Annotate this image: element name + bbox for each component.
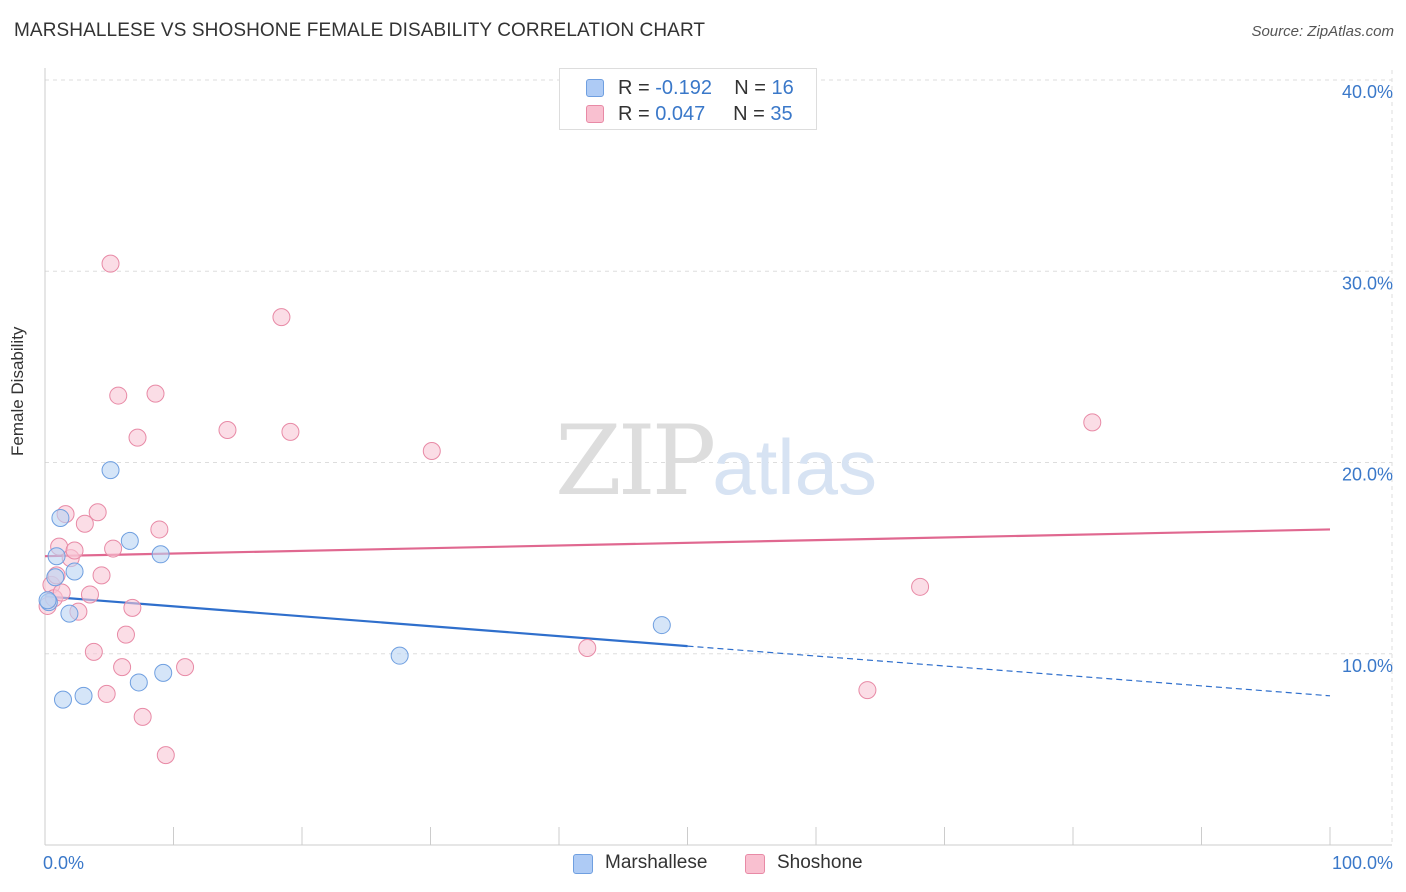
point-shoshone — [80, 585, 99, 604]
legend-swatch-shoshone — [745, 854, 765, 874]
legend-label-marshallese: Marshallese — [605, 852, 708, 873]
y-tick-label: 40.0% — [1342, 82, 1393, 102]
point-shoshone — [176, 658, 195, 677]
watermark-zip: ZIP — [555, 405, 716, 517]
watermark: ZIPatlas — [555, 405, 877, 517]
point-shoshone — [113, 658, 132, 677]
point-shoshone — [128, 428, 147, 447]
point-shoshone — [101, 254, 120, 273]
point-shoshone — [422, 442, 441, 461]
point-shoshone — [75, 514, 94, 533]
legend-label-shoshone: Shoshone — [777, 852, 863, 873]
data-points — [38, 254, 1102, 765]
point-marshallese — [47, 547, 66, 566]
chart-title: MARSHALLESE VS SHOSHONE FEMALE DISABILIT… — [14, 20, 706, 41]
point-shoshone — [146, 384, 165, 403]
point-marshallese — [154, 663, 173, 682]
source-label: Source: ZipAtlas.com — [1251, 23, 1394, 40]
point-marshallese — [74, 686, 93, 705]
point-shoshone — [150, 520, 169, 539]
point-marshallese — [390, 646, 409, 665]
point-marshallese — [129, 673, 148, 692]
point-shoshone — [116, 625, 135, 644]
trend-line-shoshone — [44, 528, 1331, 558]
point-shoshone — [123, 598, 142, 617]
legend-r-label: R = — [618, 77, 650, 99]
legend-n-label: N = — [733, 103, 765, 125]
legend-swatch-shoshone — [586, 105, 604, 123]
axes — [44, 68, 1392, 846]
point-marshallese — [652, 616, 671, 635]
point-marshallese — [120, 531, 139, 550]
point-marshallese — [46, 568, 65, 587]
y-tick-label: 20.0% — [1342, 465, 1393, 485]
point-shoshone — [578, 639, 597, 658]
point-shoshone — [84, 642, 103, 661]
tick-labels: 10.0% 20.0% 30.0% 40.0% 0.0% 100.0% — [43, 82, 1393, 873]
point-marshallese — [65, 562, 84, 581]
point-shoshone — [911, 577, 930, 596]
point-marshallese — [51, 508, 70, 527]
correlation-legend: R = -0.192 N = 16 R = 0.047 N = 35 — [559, 68, 817, 130]
x-tick-label-max: 100.0% — [1332, 853, 1393, 873]
point-shoshone — [109, 386, 128, 405]
legend-n-value: 35 — [770, 103, 793, 125]
legend-n-label: N = — [734, 77, 766, 99]
legend-swatch-marshallese — [586, 79, 604, 97]
point-shoshone — [65, 541, 84, 560]
point-marshallese — [60, 604, 79, 623]
series-legend: Marshallese Shoshone — [0, 852, 1406, 878]
y-tick-label: 10.0% — [1342, 656, 1393, 676]
point-marshallese — [151, 545, 170, 564]
watermark-atlas: atlas — [712, 423, 877, 511]
legend-r-value: -0.192 — [655, 77, 712, 99]
point-shoshone — [52, 583, 71, 602]
point-marshallese — [101, 461, 120, 480]
legend-n-value: 16 — [771, 77, 794, 99]
point-shoshone — [272, 308, 291, 327]
point-marshallese — [53, 690, 72, 709]
y-axis-label: Female Disability — [8, 326, 27, 456]
legend-swatch-marshallese — [573, 854, 593, 874]
trend-line-marshallese — [44, 595, 688, 648]
y-tick-label: 30.0% — [1342, 273, 1393, 293]
trend-line-extension-marshallese — [687, 645, 1331, 697]
trend-lines — [44, 528, 1331, 697]
point-shoshone — [1083, 413, 1102, 432]
point-shoshone — [858, 681, 877, 700]
point-shoshone — [104, 539, 123, 558]
point-shoshone — [218, 420, 237, 439]
x-tick-label-min: 0.0% — [43, 853, 84, 873]
point-shoshone — [133, 707, 152, 726]
legend-r-label: R = — [618, 103, 650, 125]
point-shoshone — [156, 746, 175, 765]
legend-r-value: 0.047 — [655, 103, 706, 125]
point-shoshone — [281, 422, 300, 441]
point-shoshone — [88, 503, 107, 522]
point-shoshone — [92, 566, 111, 585]
point-marshallese — [38, 591, 57, 610]
point-shoshone — [97, 684, 116, 703]
